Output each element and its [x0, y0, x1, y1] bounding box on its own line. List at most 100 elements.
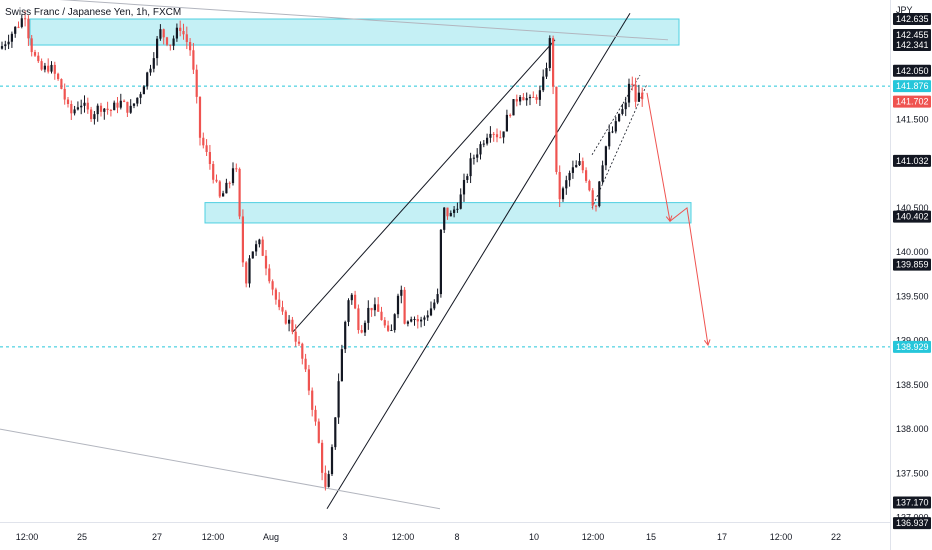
price-tick-label: 137.500 — [896, 468, 929, 478]
candle — [159, 24, 162, 41]
candle-body — [123, 100, 126, 102]
candle-body — [189, 42, 192, 51]
candle-body — [363, 322, 367, 333]
candle-body — [119, 100, 122, 108]
candle — [258, 238, 261, 248]
price-badge: 141.876 — [893, 80, 931, 93]
candle-body — [396, 295, 400, 315]
projection-arrow-head — [703, 339, 711, 347]
candle — [17, 21, 20, 29]
candle-body — [433, 302, 436, 309]
candle-body — [146, 72, 149, 87]
candle-body — [611, 131, 614, 133]
candle — [132, 103, 136, 109]
candle — [558, 165, 561, 208]
candle — [426, 310, 429, 321]
candle — [344, 320, 347, 353]
price-badge-bg — [893, 496, 931, 509]
candle — [495, 128, 499, 143]
candle — [156, 36, 159, 66]
candle — [0, 41, 4, 50]
candle — [515, 94, 518, 107]
price-badge: 142.050 — [893, 64, 931, 77]
candle — [66, 96, 70, 108]
candle — [205, 139, 208, 156]
projection-arrow-head — [665, 215, 673, 223]
candle-body — [334, 417, 337, 448]
candle-body — [443, 207, 446, 230]
candle-body — [459, 194, 462, 209]
candle — [241, 209, 244, 267]
candle-body — [499, 137, 502, 139]
candle — [142, 85, 145, 95]
candle — [93, 111, 96, 125]
candle-body — [555, 86, 558, 172]
channel-line — [292, 39, 556, 333]
candle-body — [439, 229, 442, 295]
candle — [627, 78, 631, 108]
candle — [373, 297, 376, 317]
channel-line — [59, 0, 669, 41]
candle — [106, 101, 109, 115]
candle — [456, 202, 459, 213]
candle-body — [30, 38, 33, 53]
candle-body — [261, 239, 264, 256]
candle — [146, 71, 149, 90]
candle-body — [198, 96, 202, 138]
candle-body — [347, 300, 350, 322]
candle-body — [340, 349, 343, 382]
candle — [185, 26, 188, 50]
price-axis[interactable]: 141.500 140.500 140.000 139.500 139.000 138.5… — [890, 0, 932, 550]
candle — [324, 465, 327, 491]
price-badge: 142.455 — [893, 28, 931, 41]
candle-body — [90, 109, 93, 120]
candle — [555, 86, 558, 175]
candle-body — [492, 133, 495, 135]
candle-body — [344, 321, 347, 350]
candle-body — [608, 132, 611, 147]
candle — [459, 188, 462, 210]
candle-body — [294, 331, 297, 342]
candle-body — [472, 157, 475, 159]
candle-body — [594, 205, 598, 207]
candle — [149, 64, 152, 76]
time-tick-label: 12:00 — [392, 532, 415, 542]
candle-body — [542, 76, 545, 91]
candle — [634, 77, 637, 108]
candle-body — [231, 168, 235, 184]
candle — [129, 99, 132, 114]
price-badge: 142.635 — [893, 13, 931, 26]
candle — [212, 161, 215, 184]
candle — [37, 52, 40, 63]
candle-body — [426, 315, 429, 318]
price-badge-label: 142.455 — [896, 30, 929, 40]
time-axis[interactable]: 12:00 25 27 12:00 Aug 3 12:00 8 10 12:00 15 17 12:00… — [0, 522, 890, 543]
time-tick-label: 12:00 — [16, 532, 39, 542]
candle-body — [571, 167, 574, 173]
candle-body — [222, 193, 225, 197]
candle — [347, 298, 350, 327]
candle-body — [152, 58, 155, 69]
candle-body — [357, 308, 360, 331]
candle-body — [641, 92, 644, 100]
candle — [165, 36, 169, 47]
candle-body — [301, 343, 304, 359]
candle-body — [400, 289, 403, 296]
price-badge-bg — [893, 95, 931, 108]
candle-body — [406, 321, 409, 324]
candle — [24, 10, 27, 27]
time-tick-label: Aug — [263, 532, 279, 542]
candle — [304, 353, 307, 373]
candle-body — [136, 97, 139, 104]
candle — [327, 470, 330, 488]
candle-body — [235, 168, 238, 170]
candle — [136, 97, 139, 107]
candle-body — [535, 97, 538, 100]
candle-body — [185, 34, 188, 43]
candle-body — [627, 83, 631, 103]
time-tick-label: 15 — [646, 532, 656, 542]
candle — [261, 236, 264, 257]
candle — [532, 91, 535, 98]
candle-body — [14, 26, 17, 34]
